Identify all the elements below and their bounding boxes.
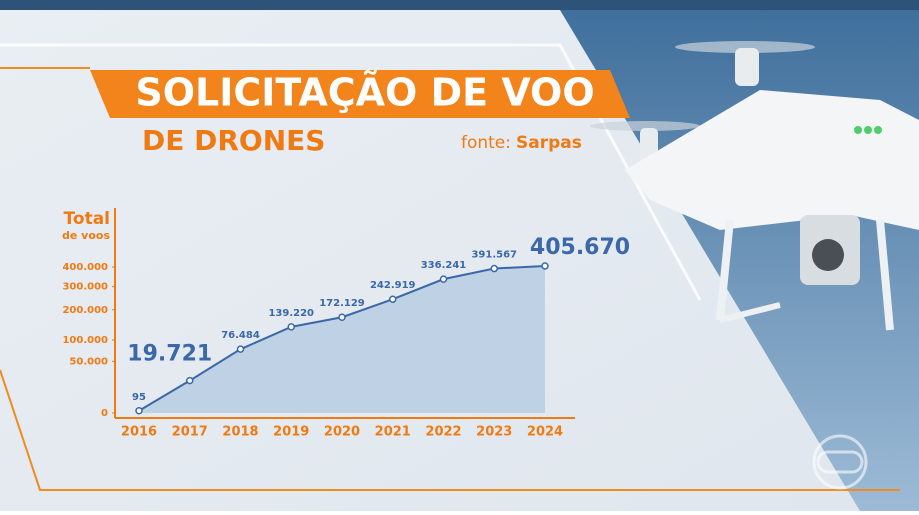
x-tick-label: 2022 — [425, 425, 461, 440]
x-tick-label: 2020 — [324, 425, 360, 440]
point — [439, 275, 448, 283]
x-tick-label: 2024 — [527, 425, 563, 440]
point — [389, 295, 397, 303]
x-tick-label: 2017 — [172, 425, 208, 440]
point — [135, 407, 143, 415]
frame-line — [0, 43, 702, 301]
value-label: 391.567 — [471, 250, 517, 261]
y-tick-label: 0 — [101, 408, 108, 419]
point — [287, 323, 295, 331]
point — [541, 262, 549, 270]
value-label: 139.220 — [268, 308, 314, 319]
source: Sarpas — [516, 133, 582, 153]
area-fill — [139, 265, 545, 413]
value-label: 242.919 — [370, 280, 416, 291]
x-tick-label: 2016 — [121, 425, 157, 440]
y-tick-label: 300.000 — [62, 282, 108, 293]
x-tick-label: 2018 — [222, 425, 258, 440]
value-label: 405.670 — [530, 235, 630, 260]
globo-logo — [812, 434, 868, 490]
point — [338, 313, 346, 321]
source-label: fonte: — [461, 133, 511, 153]
point — [236, 345, 245, 353]
point — [490, 264, 498, 273]
title-banner — [90, 70, 630, 118]
y-tick-label: 100.000 — [62, 335, 108, 346]
drone-illustration — [590, 41, 919, 331]
value-label: 19.721 — [127, 342, 212, 367]
y-axis-label: Total — [64, 209, 110, 229]
value-label: 76.484 — [221, 330, 260, 341]
x-tick-label: 2021 — [375, 425, 411, 440]
x-tick-label: 2023 — [476, 425, 512, 440]
x-tick-label: 2019 — [273, 425, 309, 440]
y-tick-label: 200.000 — [62, 305, 108, 316]
point — [186, 376, 194, 385]
y-tick-label: 50.000 — [69, 356, 108, 367]
chart-subtitle: DE DRONES — [142, 124, 325, 157]
frame-line-orange — [0, 369, 900, 491]
value-label: 95 — [132, 392, 146, 403]
y-tick-label: 400.000 — [62, 262, 108, 273]
y-axis-label: de voos — [62, 229, 110, 242]
chart-title: SOLICITAÇÃO DE VOO — [135, 71, 594, 115]
top-band — [0, 0, 919, 10]
value-label: 336.241 — [421, 260, 467, 271]
value-label: 172.129 — [319, 298, 365, 309]
